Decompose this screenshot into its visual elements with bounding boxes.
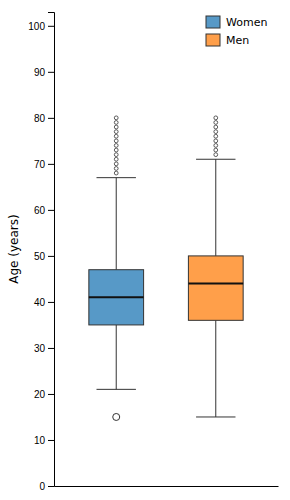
x-axis: [55, 486, 279, 487]
outlier: [114, 153, 118, 157]
y-tick-label: 70: [34, 159, 46, 170]
median: [188, 283, 243, 285]
outlier: [114, 134, 118, 138]
y-tick-mark: [48, 118, 54, 119]
y-tick-mark: [48, 348, 54, 349]
cap-high: [196, 159, 235, 160]
legend-item: Men: [206, 34, 249, 47]
outlier: [214, 125, 218, 129]
outlier: [214, 153, 218, 157]
y-axis: 0 10 20 30 40 50 60 70 80 90 100: [28, 13, 54, 492]
y-axis-line: [48, 13, 55, 487]
y-tick-label: 100: [28, 21, 45, 32]
box: [188, 256, 243, 320]
outlier: [214, 116, 218, 120]
legend-label: Men: [226, 34, 249, 47]
y-tick-mark: [48, 394, 54, 395]
outlier: [113, 413, 120, 420]
cap-low: [196, 416, 235, 417]
y-tick: 50: [34, 251, 54, 262]
y-tick: 90: [34, 67, 54, 78]
y-tick-mark: [48, 164, 54, 165]
y-tick-mark: [48, 256, 54, 257]
y-tick-label: 30: [34, 343, 46, 354]
y-tick: 100: [28, 21, 54, 32]
outlier: [114, 139, 118, 143]
y-tick: 80: [34, 113, 54, 124]
y-tick-mark: [48, 486, 54, 487]
outlier: [214, 139, 218, 143]
legend-swatch: [206, 34, 220, 46]
whisker-low: [215, 320, 216, 417]
y-tick-label: 0: [39, 481, 45, 492]
y-tick-mark: [48, 210, 54, 211]
x-axis-line: [55, 486, 279, 487]
y-tick-label: 60: [34, 205, 46, 216]
y-tick: 20: [34, 389, 54, 400]
y-tick: 60: [34, 205, 54, 216]
legend: Women Men: [206, 16, 267, 47]
outlier: [114, 171, 118, 175]
y-tick: 10: [34, 435, 54, 446]
y-tick-mark: [48, 302, 54, 303]
outlier: [114, 116, 118, 120]
y-tick: 70: [34, 159, 54, 170]
plot: 0 10 20 30 40 50 60 70 80 90 100 Women Men: [28, 13, 278, 492]
y-tick-label: 20: [34, 389, 46, 400]
outlier: [114, 125, 118, 129]
box-group: [188, 116, 243, 417]
outlier: [214, 144, 218, 148]
y-tick: 0: [39, 481, 54, 492]
box-group: [89, 116, 144, 421]
outlier: [114, 148, 118, 152]
whisker-high: [116, 178, 117, 270]
marks: [89, 116, 243, 421]
y-tick-label: 90: [34, 67, 46, 78]
y-tick: 30: [34, 343, 54, 354]
y-tick: 40: [34, 297, 54, 308]
y-tick-mark: [48, 440, 54, 441]
outlier: [214, 134, 218, 138]
y-tick-mark: [48, 26, 54, 27]
y-tick-label: 10: [34, 435, 46, 446]
whisker-high: [215, 159, 216, 256]
outlier: [114, 121, 118, 125]
outlier: [114, 130, 118, 134]
outlier: [214, 130, 218, 134]
y-axis-title: Age (years): [7, 214, 21, 283]
outlier: [214, 148, 218, 152]
cap-low: [97, 389, 136, 390]
outlier: [114, 167, 118, 171]
y-tick-label: 80: [34, 113, 46, 124]
outlier: [214, 121, 218, 125]
median: [89, 296, 144, 298]
legend-item: Women: [206, 16, 267, 29]
legend-swatch: [206, 16, 220, 28]
y-tick-label: 40: [34, 297, 46, 308]
y-tick-label: 50: [34, 251, 46, 262]
legend-label: Women: [226, 16, 267, 29]
y-tick-mark: [48, 72, 54, 73]
chart: 0 10 20 30 40 50 60 70 80 90 100 Women Men Age (years…: [0, 0, 290, 500]
outlier: [114, 157, 118, 161]
outlier: [114, 162, 118, 166]
box: [89, 270, 144, 325]
outlier: [114, 144, 118, 148]
whisker-low: [116, 325, 117, 389]
cap-high: [97, 177, 136, 178]
